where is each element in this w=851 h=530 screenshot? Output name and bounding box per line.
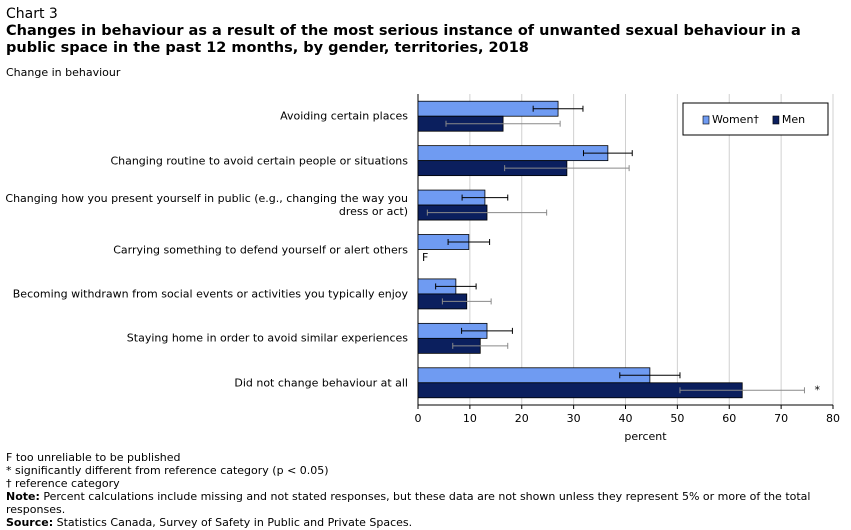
error-bar — [461, 194, 509, 201]
error-bar — [619, 372, 681, 379]
x-tick-label: 0 — [415, 412, 422, 425]
chart-label: Chart 3 — [6, 6, 58, 22]
x-tick-label: 80 — [826, 412, 840, 425]
y-tick-label: Avoiding certain places — [280, 109, 408, 123]
chart-title: Changes in behaviour as a result of the … — [6, 23, 801, 56]
bar — [417, 367, 651, 384]
source: Source: Statistics Canada, Survey of Saf… — [6, 516, 836, 529]
x-tick-label: 60 — [722, 412, 736, 425]
error-bar — [582, 150, 633, 157]
error-bar — [679, 387, 805, 394]
y-tick-label: Becoming withdrawn from social events or… — [12, 287, 408, 301]
footnote: † reference category — [6, 477, 120, 490]
error-bar — [452, 342, 509, 349]
x-tick-label: 20 — [515, 412, 529, 425]
legend-swatch — [702, 115, 710, 125]
x-tick-label: 10 — [463, 412, 477, 425]
error-bar — [441, 298, 492, 305]
error-bar — [447, 239, 491, 245]
footnote: F too unreliable to be published — [6, 451, 181, 464]
y-tick-label: Staying home in order to avoid similar e… — [126, 331, 408, 345]
y-tick-label: Carrying something to defend yourself or… — [113, 243, 408, 256]
footnote: * significantly different from reference… — [6, 464, 329, 477]
error-bar — [435, 283, 477, 290]
significance-marker: * — [814, 383, 820, 396]
error-bar — [445, 120, 561, 127]
x-axis-title: percent — [624, 430, 667, 443]
x-tick-label: 50 — [670, 412, 684, 425]
error-bar — [426, 209, 548, 216]
legend-label: Women† — [712, 113, 759, 126]
error-bar — [532, 105, 584, 112]
y-tick-label: Changing how you present yourself in pub… — [5, 192, 408, 219]
note-label: Note: — [6, 490, 40, 503]
y-axis-title: Change in behaviour — [6, 66, 121, 79]
source-text: Statistics Canada, Survey of Safety in P… — [56, 516, 413, 529]
legend-swatch — [772, 115, 780, 125]
bar — [417, 145, 609, 162]
note: Note: Percent calculations include missi… — [6, 490, 836, 516]
note-text: Percent calculations include missing and… — [6, 490, 811, 516]
notes: F too unreliable to be published * signi… — [6, 451, 836, 529]
x-tick-label: 30 — [567, 412, 581, 425]
source-label: Source: — [6, 516, 54, 529]
error-bar — [461, 327, 513, 334]
x-tick-label: 70 — [774, 412, 788, 425]
error-bar — [504, 165, 630, 172]
y-tick-label: Changing routine to avoid certain people… — [110, 154, 408, 168]
y-tick-label: Did not change behaviour at all — [234, 376, 408, 390]
x-tick-label: 40 — [619, 412, 633, 425]
legend-label: Men — [782, 113, 805, 126]
value-label: F — [422, 251, 428, 264]
